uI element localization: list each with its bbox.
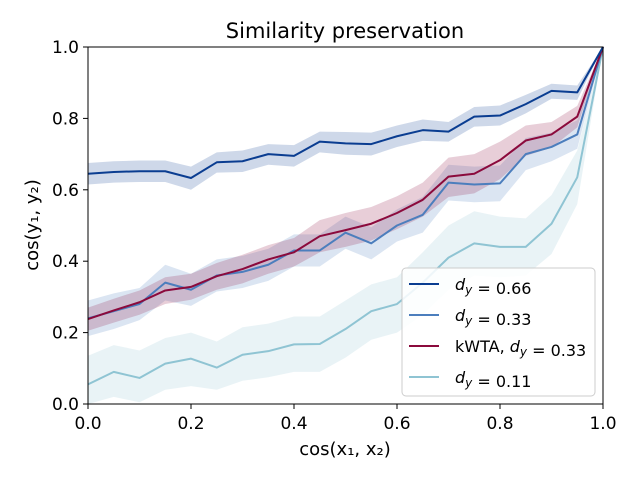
y-tick-label: 0.0 — [52, 395, 79, 415]
legend-box — [401, 267, 596, 397]
legend-value: = 0.33 — [472, 310, 531, 329]
band-series-3 — [88, 47, 603, 404]
legend-value: = 0.66 — [472, 279, 531, 298]
chart-title: Similarity preservation — [226, 19, 464, 43]
legend-sub: y — [464, 376, 473, 390]
legend-value: = 0.33 — [527, 341, 586, 360]
x-axis-label: cos(x₁, x₂) — [299, 439, 391, 460]
x-tick-label: 0.0 — [74, 414, 101, 434]
line-series-2 — [87, 46, 604, 320]
legend-label: kWTA, dy = 0.33 — [455, 337, 586, 360]
legend-label: dy = 0.66 — [455, 275, 531, 298]
y-tick-label: 0.6 — [52, 181, 79, 201]
y-axis-ticks: 0.0 0.2 0.4 0.6 0.8 1.0 — [52, 38, 88, 415]
line-series-1 — [87, 46, 604, 320]
legend-sub: y — [519, 345, 528, 359]
y-tick-label: 0.8 — [52, 109, 79, 129]
legend-value: = 0.11 — [472, 372, 531, 391]
y-tick-label: 0.4 — [52, 252, 79, 272]
plot-frame — [87, 46, 604, 405]
series-lines — [87, 46, 604, 386]
legend-label: dy = 0.11 — [455, 368, 531, 391]
legend-var: d — [510, 337, 521, 356]
x-axis-ticks: 0.0 0.2 0.4 0.6 0.8 1.0 — [74, 404, 617, 434]
band-series-0 — [88, 47, 603, 190]
legend-prefix: kWTA, — [455, 337, 510, 356]
y-tick-label: 0.2 — [52, 324, 79, 344]
x-tick-label: 0.2 — [177, 414, 204, 434]
y-tick-label: 1.0 — [52, 38, 79, 58]
legend-sub: y — [464, 283, 473, 297]
x-tick-label: 0.6 — [383, 414, 410, 434]
legend-label: dy = 0.33 — [455, 306, 531, 329]
x-tick-label: 0.8 — [486, 414, 513, 434]
legend-sub: y — [464, 314, 473, 328]
legend-var: d — [455, 306, 466, 325]
x-tick-label: 0.4 — [280, 414, 307, 434]
x-tick-label: 1.0 — [589, 414, 616, 434]
legend-var: d — [455, 275, 466, 294]
legend-var: d — [455, 368, 466, 387]
line-series-3 — [87, 46, 604, 386]
line-series-0 — [87, 46, 604, 180]
y-axis-label: cos(y₁, y₂) — [22, 179, 43, 271]
band-series-1 — [88, 47, 603, 337]
